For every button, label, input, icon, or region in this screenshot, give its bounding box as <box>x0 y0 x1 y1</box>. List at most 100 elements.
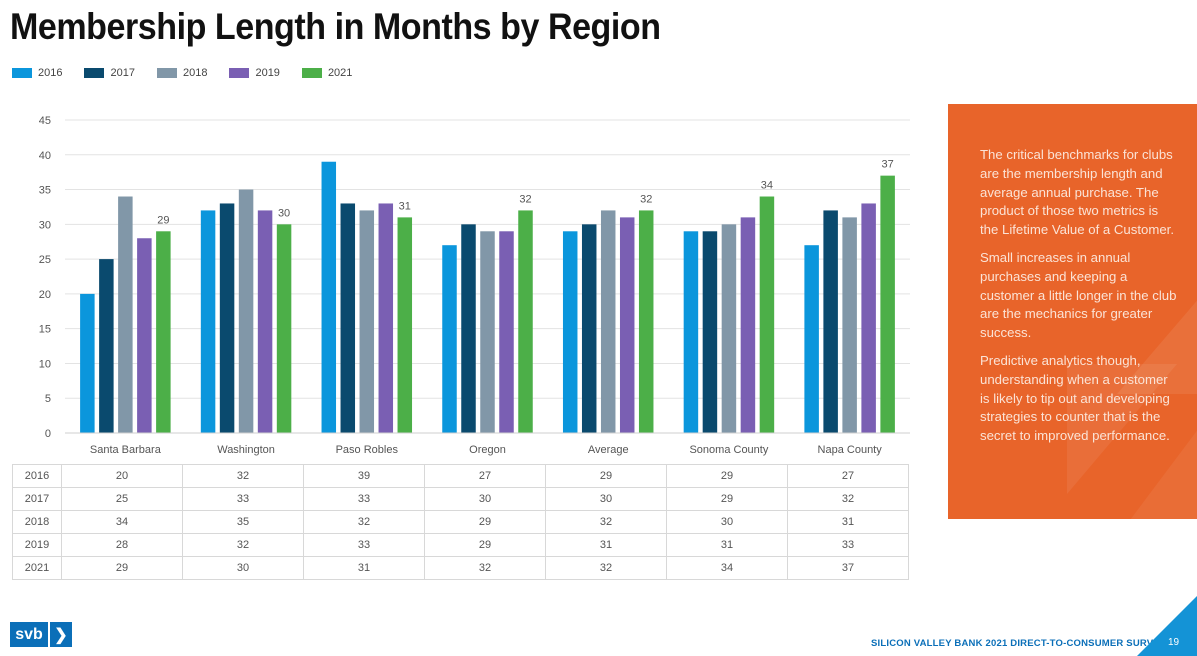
table-row-header: 2019 <box>12 533 62 557</box>
x-tick-label: Oregon <box>469 444 506 456</box>
data-label: 34 <box>761 180 773 192</box>
bar-2018-oregon <box>480 231 495 433</box>
legend-swatch-2018 <box>156 68 177 78</box>
table-cell: 35 <box>182 510 304 534</box>
bar-2019-oregon <box>499 231 514 433</box>
bar-2018-sonoma-county <box>721 224 737 433</box>
table-cell: 29 <box>545 464 667 488</box>
data-label: 32 <box>519 193 531 205</box>
table-cell: 30 <box>545 487 667 511</box>
data-label: 30 <box>278 207 290 219</box>
bar-2018-paso-robles <box>359 210 375 433</box>
bar-2019-average <box>619 217 635 433</box>
commentary-paragraph-3: Predictive analytics though, understandi… <box>980 352 1170 444</box>
legend-swatch-2021 <box>301 68 322 78</box>
table-cell: 29 <box>666 487 788 511</box>
y-tick-label: 15 <box>39 324 51 336</box>
bar-2021-washington <box>276 224 292 433</box>
table-row: 2021 29 30 31 32 32 34 37 <box>12 556 909 580</box>
table-cell: 32 <box>182 464 304 488</box>
legend-label-2021: 2021 <box>327 67 353 79</box>
table-cell: 32 <box>303 510 425 534</box>
y-tick-label: 5 <box>45 393 51 405</box>
bar-2017-santa-barbara <box>99 259 114 433</box>
bar-2019-santa-barbara <box>137 238 152 433</box>
table-cell: 20 <box>61 464 183 488</box>
table-cell: 25 <box>61 487 183 511</box>
table-cell: 32 <box>545 510 667 534</box>
bar-2021-sonoma-county <box>759 196 775 433</box>
table-cell: 31 <box>303 556 425 580</box>
table-cell: 29 <box>424 510 546 534</box>
x-tick-label: Santa Barbara <box>90 444 162 456</box>
survey-footer: SILICON VALLEY BANK 2021 DIRECT-TO-CONSU… <box>871 638 1167 649</box>
x-tick-label: Paso Robles <box>336 444 399 456</box>
table-cell: 32 <box>545 556 667 580</box>
data-label: 31 <box>399 200 411 212</box>
page-number: 19 <box>1168 637 1180 648</box>
table-cell: 32 <box>424 556 546 580</box>
data-table: 2016 20 32 39 27 29 29 27 2017 25 33 33 30 30 29 32 2018… <box>12 464 909 580</box>
svb-logo: svb ❯ <box>10 622 72 647</box>
bar-2018-washington <box>238 189 254 433</box>
table-row-header: 2021 <box>12 556 62 580</box>
x-tick-label: Napa County <box>818 444 883 456</box>
legend-item-2018: 2018 <box>156 67 208 79</box>
legend-label-2018: 2018 <box>182 67 208 79</box>
bar-2019-paso-robles <box>378 203 394 433</box>
table-cell: 34 <box>61 510 183 534</box>
x-tick-label: Washington <box>217 444 275 456</box>
bar-2016-napa-county <box>804 245 819 433</box>
table-cell: 31 <box>787 510 909 534</box>
corner-triangle <box>1137 596 1197 656</box>
bar-2016-paso-robles <box>321 161 337 433</box>
table-cell: 30 <box>424 487 546 511</box>
y-tick-label: 20 <box>39 289 51 301</box>
bar-2017-average <box>581 224 597 433</box>
bar-2019-napa-county <box>861 203 876 433</box>
data-label: 29 <box>157 214 169 226</box>
table-cell: 33 <box>303 533 425 557</box>
bar-2021-average <box>638 210 654 433</box>
legend-item-2016: 2016 <box>12 67 62 79</box>
legend-label-2016: 2016 <box>38 67 63 79</box>
table-row: 2019 28 32 33 29 31 31 33 <box>12 533 909 557</box>
legend-item-2021: 2021 <box>301 67 353 79</box>
bar-2019-washington <box>257 210 273 433</box>
table-row-header: 2018 <box>12 510 62 534</box>
bar-2017-paso-robles <box>340 203 356 433</box>
table-cell: 30 <box>666 510 788 534</box>
bar-2018-santa-barbara <box>118 196 133 433</box>
table-cell: 28 <box>61 533 183 557</box>
bar-2016-santa-barbara <box>80 293 95 433</box>
data-label: 32 <box>640 193 652 205</box>
table-cell: 33 <box>182 487 304 511</box>
chevron-right-icon: ❯ <box>50 622 72 647</box>
table-cell: 29 <box>424 533 546 557</box>
y-tick-label: 35 <box>39 185 51 197</box>
y-tick-label: 0 <box>45 428 51 440</box>
bar-2016-oregon <box>442 245 457 433</box>
bar-2017-oregon <box>461 224 476 433</box>
table-cell: 32 <box>182 533 304 557</box>
legend-swatch-2019 <box>229 68 250 78</box>
table-cell: 33 <box>787 533 909 557</box>
legend-label-2019: 2019 <box>255 67 280 79</box>
bar-2018-average <box>600 210 616 433</box>
bar-2016-sonoma-county <box>683 231 699 433</box>
bar-2021-oregon <box>518 210 533 433</box>
table-cell: 27 <box>787 464 909 488</box>
y-tick-label: 25 <box>39 254 51 266</box>
table-cell: 33 <box>303 487 425 511</box>
bar-2018-napa-county <box>842 217 857 433</box>
bar-2019-sonoma-county <box>740 217 756 433</box>
bar-2017-washington <box>219 203 235 433</box>
table-row: 2017 25 33 33 30 30 29 32 <box>12 487 909 511</box>
table-cell: 29 <box>61 556 183 580</box>
y-tick-label: 45 <box>39 115 51 127</box>
bar-2021-napa-county <box>880 175 895 433</box>
table-cell: 27 <box>424 464 546 488</box>
x-tick-label: Sonoma County <box>689 444 768 456</box>
y-tick-label: 30 <box>39 219 51 231</box>
commentary-panel: The critical benchmarks for clubs are th… <box>948 104 1197 519</box>
